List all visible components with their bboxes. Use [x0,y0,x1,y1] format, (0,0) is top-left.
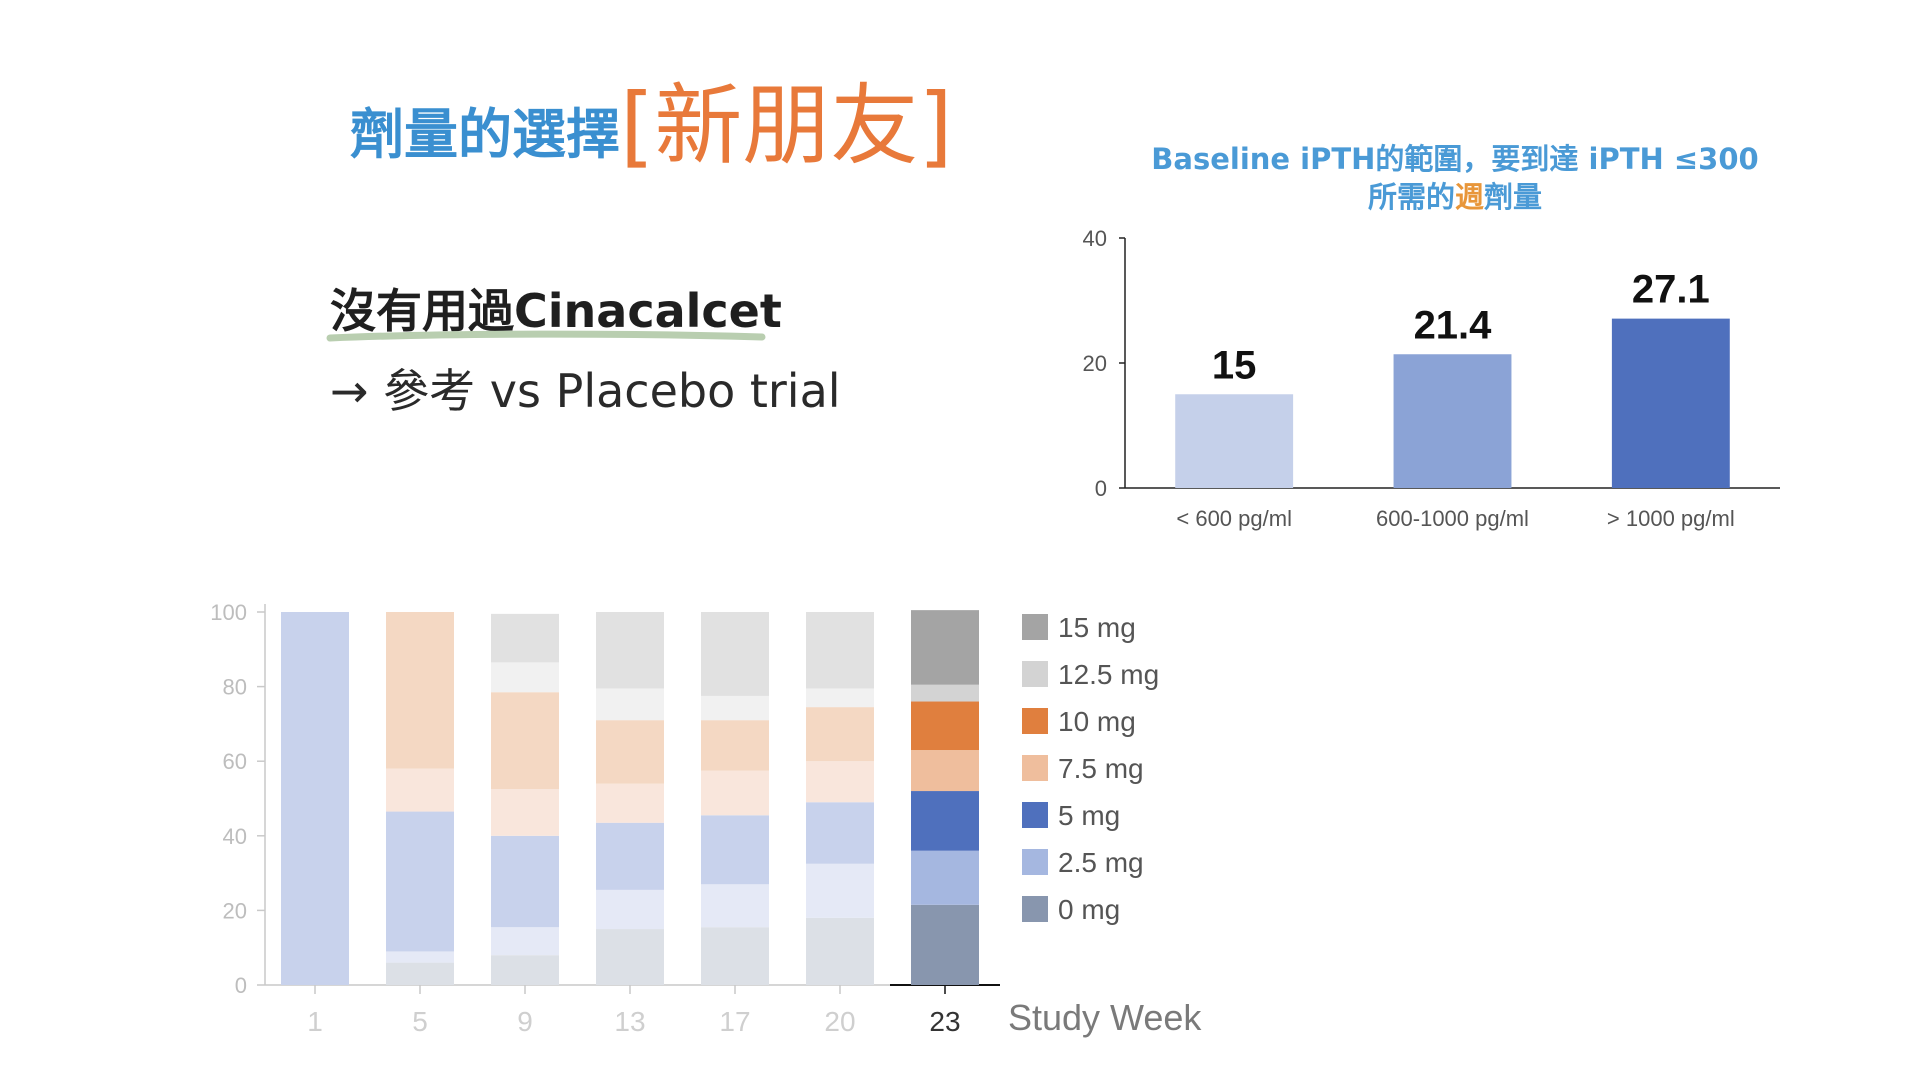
bullet-placebo-trial: → 參考 vs Placebo trial [330,364,841,418]
y-tick-label: 0 [1095,476,1107,501]
legend-label: 15 mg [1058,612,1136,643]
stacked-segment [596,822,664,890]
legend-label: 5 mg [1058,800,1120,831]
x-tick-label: 5 [412,1006,428,1037]
x-tick-label: 23 [929,1006,960,1037]
stacked-segment [386,962,454,985]
title-highlight-week: 週 [1454,180,1484,214]
y-tick-label: 40 [1083,226,1107,251]
legend-swatch [1022,896,1048,922]
stacked-segment [701,884,769,928]
legend-label: 12.5 mg [1058,659,1159,690]
title-line2-post: 劑量 [1484,180,1543,214]
legend-swatch [1022,849,1048,875]
stacked-segment [806,802,874,864]
stacked-segment [596,889,664,930]
legend-label: 10 mg [1058,706,1136,737]
stacked-segment [491,927,559,956]
bar [1175,394,1294,488]
stacked-segment [806,688,874,708]
x-tick-label: 1 [307,1006,323,1037]
stacked-segment [911,750,979,792]
slide-title: 劑量的選擇 [新朋友] [350,70,953,170]
stacked-segment [596,720,664,784]
x-tick-label: 17 [719,1006,750,1037]
stacked-segment [806,917,874,985]
bar [1611,318,1730,488]
dose-chart-title-line1: Baseline iPTH的範圍，要到達 iPTH ≤300 [1151,142,1759,176]
y-tick-label: 80 [223,675,247,700]
stacked-segment [491,955,559,985]
bar-value-label: 21.4 [1414,303,1493,347]
y-tick-label: 40 [223,824,247,849]
x-tick-label: < 600 pg/ml [1176,506,1292,531]
stacked-segment [806,707,874,762]
legend-label: 2.5 mg [1058,847,1144,878]
y-tick-label: 60 [223,749,247,774]
x-tick-label: 9 [517,1006,533,1037]
bar-value-label: 15 [1212,343,1257,387]
stacked-segment [386,768,454,812]
stacked-segment [386,811,454,952]
title-line2-pre: 所需的 [1367,180,1455,214]
legend-swatch [1022,614,1048,640]
stacked-segment [386,951,454,963]
stacked-segment [911,610,979,685]
stacked-segment [596,688,664,721]
stacked-segment [911,684,979,702]
stacked-segment [491,613,559,663]
dose-chart-title-line2: 所需的週劑量 [1080,178,1830,216]
stacked-segment [701,770,769,816]
y-tick-label: 20 [223,898,247,923]
stacked-segment [281,612,349,985]
y-tick-label: 100 [210,600,247,625]
stacked-segment [701,612,769,696]
legend-label: 0 mg [1058,894,1120,925]
legend-swatch [1022,755,1048,781]
stacked-segment [806,612,874,689]
x-tick-label: 13 [614,1006,645,1037]
title-main: 劑量的選擇 [350,103,620,166]
stacked-segment [596,929,664,985]
stacked-segment [911,701,979,751]
stacked-segment [701,695,769,721]
x-axis-title: Study Week [1008,997,1202,1038]
stacked-segment [596,783,664,823]
x-tick-label: > 1000 pg/ml [1607,506,1735,531]
stacked-segment [386,612,454,769]
x-tick-label: 600-1000 pg/ml [1376,506,1529,531]
stacked-segment [491,692,559,790]
stacked-segment [596,612,664,689]
stacked-segment [491,789,559,836]
legend-swatch [1022,802,1048,828]
legend-swatch [1022,708,1048,734]
stacked-segment [911,850,979,905]
bar [1393,354,1512,488]
stacked-segment [806,761,874,803]
stacked-segment [701,720,769,771]
bullet-no-cinacalcet: 沒有用過Cinacalcet [330,284,782,338]
bar-value-label: 27.1 [1632,268,1710,312]
green-underline [326,330,766,342]
stacked-segment [491,662,559,693]
legend-label: 7.5 mg [1058,753,1144,784]
stacked-segment [701,815,769,885]
stacked-segment [911,791,979,851]
y-tick-label: 20 [1083,351,1107,376]
x-tick-label: 20 [824,1006,855,1037]
stacked-segment [911,904,979,985]
title-bracket: [新朋友] [620,74,953,177]
legend-swatch [1022,661,1048,687]
stacked-segment [806,863,874,918]
stacked-segment [701,927,769,985]
stacked-segment [491,835,559,928]
y-tick-label: 0 [235,973,247,998]
